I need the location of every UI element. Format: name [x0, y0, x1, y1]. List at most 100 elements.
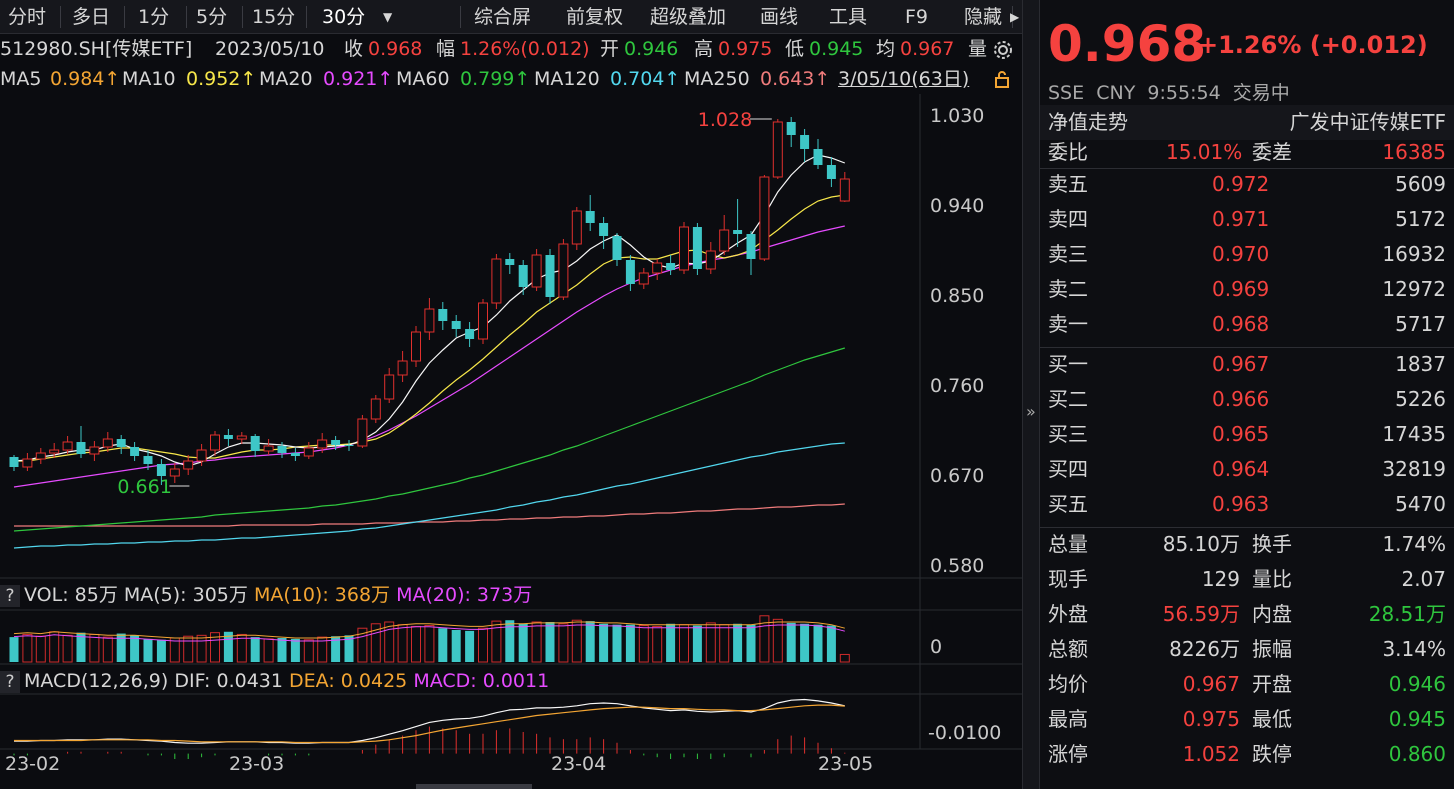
- candle-up: [89, 446, 100, 455]
- bid-row[interactable]: 买二 0.966 5226: [1040, 382, 1454, 417]
- candle-up: [411, 331, 421, 362]
- toolbar-item[interactable]: 多日: [72, 6, 111, 28]
- candle-up: [491, 258, 502, 304]
- gear-icon[interactable]: [992, 39, 1014, 70]
- open-label: 开: [600, 38, 620, 60]
- volume-bar-up: [263, 638, 274, 663]
- stat-label: 均价: [1048, 672, 1088, 696]
- toolbar-item[interactable]: ▼: [383, 10, 393, 24]
- panel-collapse-bar[interactable]: »: [1022, 0, 1040, 789]
- bid-row[interactable]: 买一 0.967 1837: [1040, 347, 1454, 382]
- nav-trend-link[interactable]: 净值走势: [1048, 110, 1128, 134]
- bid-row[interactable]: 买四 0.964 32819: [1040, 452, 1454, 487]
- price-change: +1.26% (+0.012): [1198, 31, 1428, 59]
- ma120-label: MA120: [534, 68, 600, 90]
- divider: [1040, 168, 1454, 169]
- candle-up: [263, 445, 274, 452]
- range-label[interactable]: 3/05/10(63日): [838, 68, 970, 90]
- candle-down: [505, 259, 515, 265]
- ratio-label: 委比: [1048, 140, 1088, 164]
- stat-label: 总额: [1048, 637, 1088, 661]
- volume-bar-up: [303, 639, 314, 663]
- volume-bar-down: [692, 625, 702, 662]
- volume-bar-up: [652, 625, 663, 663]
- ask-row[interactable]: 卖四 0.971 5172: [1040, 202, 1454, 237]
- toolbar-item[interactable]: 5分: [196, 6, 228, 28]
- ma250-label: MA250: [684, 68, 750, 90]
- date-tick-label: 23-04: [551, 753, 607, 775]
- candle-down: [786, 122, 796, 135]
- toolbar-item[interactable]: 隐藏: [964, 6, 1003, 28]
- volume-bar-up: [357, 627, 368, 663]
- candle-down: [290, 453, 300, 456]
- avg-value: 0.967: [900, 38, 955, 60]
- vol-ma5: MA(5): 305万: [123, 584, 248, 606]
- volume-bar-up: [491, 620, 502, 663]
- candle-down: [156, 464, 166, 476]
- volume-bar-down: [76, 632, 86, 662]
- stat-label: 最高: [1048, 707, 1088, 731]
- bid-row[interactable]: 买五 0.963 5470: [1040, 487, 1454, 522]
- price-tick-label: 0.850: [930, 285, 985, 307]
- bid-price: 0.966: [1212, 387, 1270, 411]
- toolbar-separator: [460, 6, 461, 28]
- volume-bar-up: [317, 636, 328, 663]
- ask-row[interactable]: 卖二 0.969 12972: [1040, 272, 1454, 307]
- bid-volume: 17435: [1382, 422, 1446, 446]
- toolbar-item[interactable]: 30分: [322, 6, 366, 28]
- nav-row[interactable]: 净值走势 广发中证传媒ETF: [1040, 105, 1454, 140]
- market-status: SSE CNY 9:55:54 交易中: [1048, 80, 1290, 106]
- toolbar-item[interactable]: 分时: [8, 6, 47, 28]
- toolbar-item[interactable]: F9: [905, 6, 929, 28]
- candle-up: [49, 449, 60, 454]
- candle-up: [571, 210, 582, 245]
- ma-line: MA5 0.984↑ MA10 0.952↑ MA20 0.921↑ MA60 …: [0, 64, 1022, 94]
- scrollbar-thumb[interactable]: [416, 784, 532, 789]
- volume-bar-down: [156, 639, 166, 662]
- volume-bar-up: [411, 625, 421, 663]
- toolbar-item[interactable]: 工具: [829, 6, 868, 28]
- bid-price: 0.964: [1212, 457, 1270, 481]
- chart-area: 分时 多日 1分 5分 15分 30分 ▼ 综合屏 前复权 超级叠加 画线 工具 F9 隐藏 ▶ 51298…: [0, 0, 1022, 789]
- volume-bar-up: [169, 637, 180, 663]
- toolbar-item[interactable]: 前复权: [566, 6, 624, 28]
- stat-label: 量比: [1252, 567, 1292, 591]
- lock-icon[interactable]: [992, 68, 1012, 98]
- toolbar-scroll-icon[interactable]: ▶: [1010, 10, 1020, 24]
- candle-up: [183, 460, 194, 470]
- ask-row[interactable]: 卖五 0.972 5609: [1040, 167, 1454, 202]
- ask-row[interactable]: 卖一 0.968 5717: [1040, 307, 1454, 342]
- candle-down: [76, 442, 86, 454]
- candle-up: [839, 178, 850, 202]
- stat-value: 2.07: [1401, 567, 1446, 591]
- toolbar-item[interactable]: 综合屏: [474, 6, 532, 28]
- volume-bar-up: [102, 636, 113, 663]
- volume-bar-up: [424, 625, 435, 663]
- ask-volume: 5609: [1395, 172, 1446, 196]
- toolbar-item[interactable]: 1分: [138, 6, 170, 28]
- toolbar-item[interactable]: 超级叠加: [650, 6, 727, 28]
- low-annotation: 0.661: [117, 476, 171, 498]
- chevron-right-icon[interactable]: »: [1026, 402, 1036, 421]
- ask-row[interactable]: 卖三 0.970 16932: [1040, 237, 1454, 272]
- toolbar-separator: [242, 6, 243, 28]
- date-tick-label: 23-05: [818, 753, 874, 775]
- ask-price: 0.971: [1212, 207, 1270, 231]
- candle-up: [357, 418, 368, 447]
- candle-down: [465, 329, 475, 339]
- trade-status: 交易中: [1232, 82, 1290, 104]
- stat-value: 28.51万: [1368, 602, 1446, 626]
- volume-bar-down: [666, 623, 676, 662]
- ask-volume: 5717: [1395, 312, 1446, 336]
- volume-bar-down: [733, 623, 743, 662]
- kline-chart[interactable]: 1.028 0.661: [0, 94, 1022, 789]
- volume-bar-down: [331, 636, 341, 662]
- toolbar-item[interactable]: 画线: [760, 6, 799, 28]
- toolbar-item[interactable]: 15分: [252, 6, 296, 28]
- macd-dif: DIF: 0.0431: [174, 670, 283, 692]
- bid-row[interactable]: 买三 0.965 17435: [1040, 417, 1454, 452]
- vol-help-button[interactable]: ?: [0, 585, 20, 607]
- bid-volume: 32819: [1382, 457, 1446, 481]
- macd-help-button[interactable]: ?: [0, 671, 20, 693]
- volume-bar-up: [236, 633, 247, 663]
